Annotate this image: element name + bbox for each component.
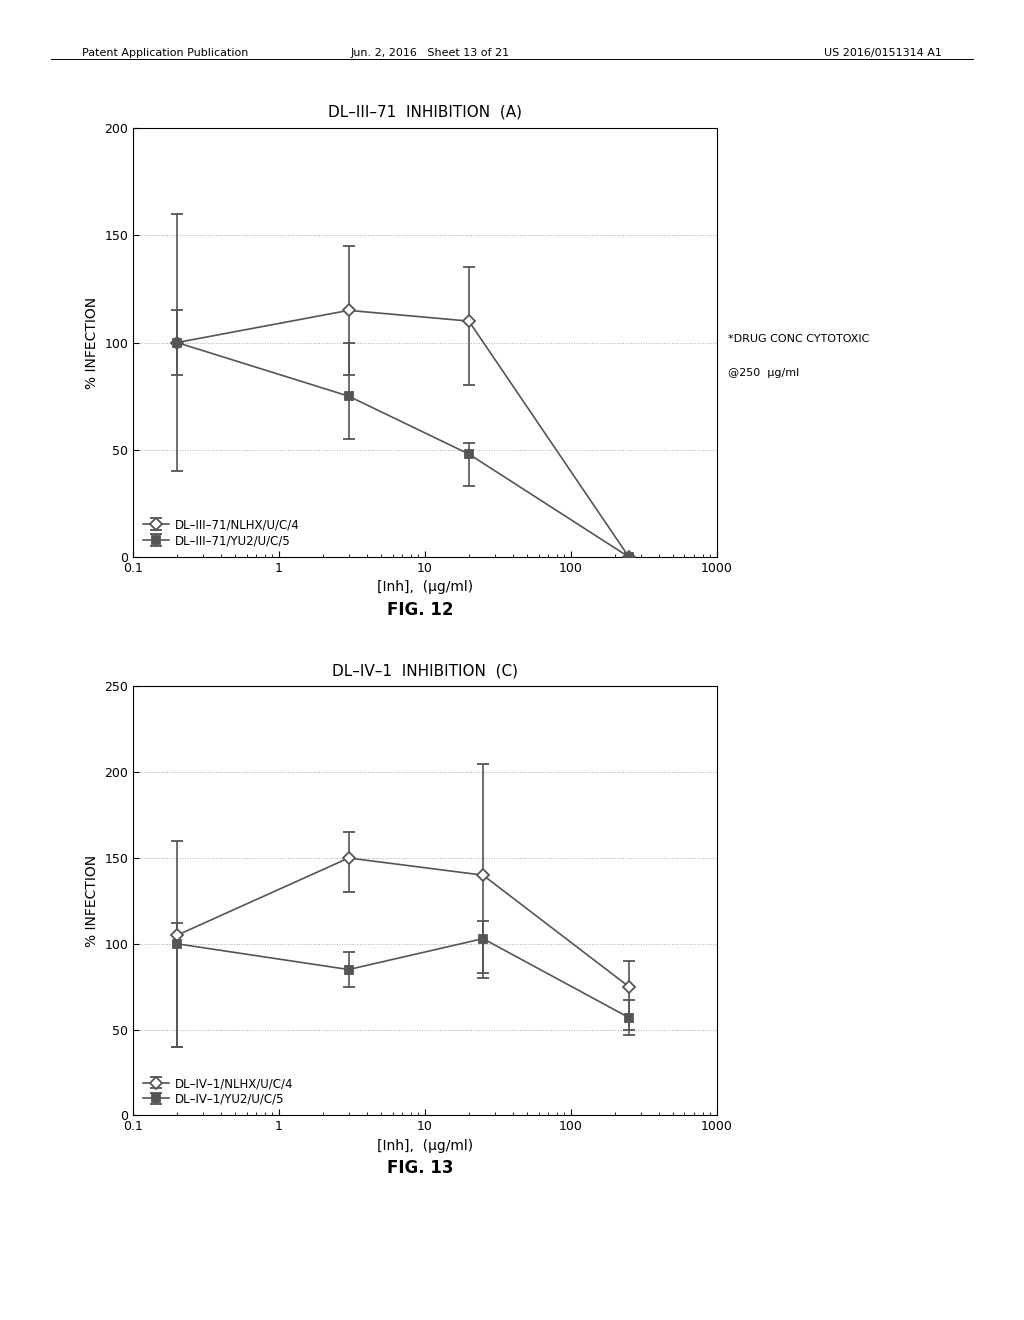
Title: DL–IV–1  INHIBITION  (C): DL–IV–1 INHIBITION (C) [332, 663, 518, 678]
Text: Jun. 2, 2016   Sheet 13 of 21: Jun. 2, 2016 Sheet 13 of 21 [350, 48, 510, 58]
X-axis label: [Inh],  (μg/ml): [Inh], (μg/ml) [377, 1139, 473, 1152]
Text: FIG. 12: FIG. 12 [387, 601, 453, 619]
Text: FIG. 13: FIG. 13 [387, 1159, 453, 1177]
Text: US 2016/0151314 A1: US 2016/0151314 A1 [824, 48, 942, 58]
Text: *DRUG CONC CYTOTOXIC: *DRUG CONC CYTOTOXIC [728, 334, 869, 345]
Text: @250  μg/ml: @250 μg/ml [728, 368, 800, 379]
Title: DL–III–71  INHIBITION  (A): DL–III–71 INHIBITION (A) [328, 104, 522, 120]
Y-axis label: % INFECTION: % INFECTION [85, 855, 99, 946]
Y-axis label: % INFECTION: % INFECTION [85, 297, 99, 388]
Text: Patent Application Publication: Patent Application Publication [82, 48, 248, 58]
Legend: DL–IV–1/NLHX/U/C/4, DL–IV–1/YU2/U/C/5: DL–IV–1/NLHX/U/C/4, DL–IV–1/YU2/U/C/5 [139, 1073, 297, 1110]
Legend: DL–III–71/NLHX/U/C/4, DL–III–71/YU2/U/C/5: DL–III–71/NLHX/U/C/4, DL–III–71/YU2/U/C/… [139, 515, 303, 552]
X-axis label: [Inh],  (μg/ml): [Inh], (μg/ml) [377, 581, 473, 594]
